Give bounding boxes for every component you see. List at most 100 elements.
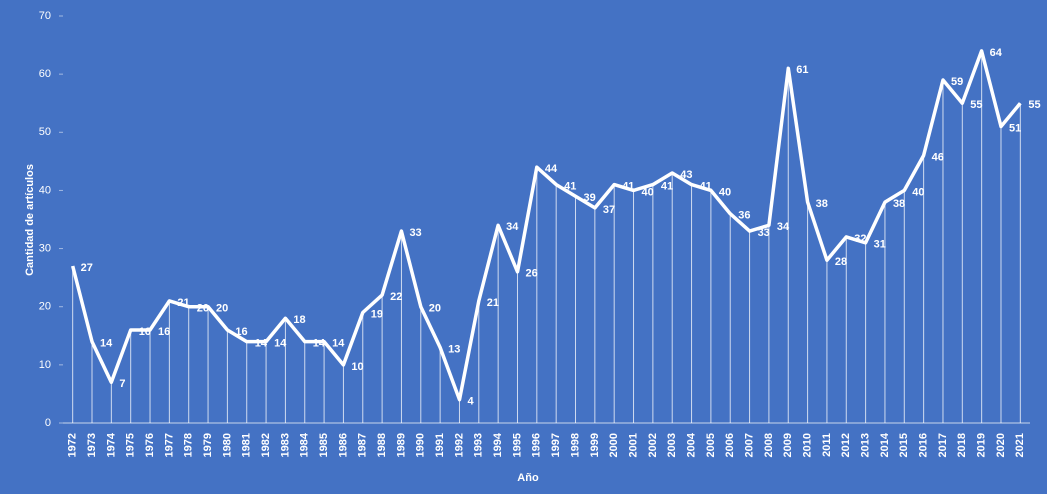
x-tick-label: 1983	[279, 433, 291, 457]
data-label: 7	[119, 378, 125, 390]
x-tick-label: 1974	[105, 432, 117, 457]
data-label: 41	[564, 181, 576, 193]
data-label: 4	[467, 396, 474, 408]
x-tick-label: 1978	[183, 433, 195, 457]
x-tick-label: 1989	[395, 433, 407, 457]
data-label: 55	[970, 99, 982, 111]
x-axis-label: Año	[517, 472, 539, 484]
x-tick-label: 1975	[125, 433, 137, 457]
data-label: 34	[777, 221, 790, 233]
data-label: 16	[158, 326, 170, 338]
x-tick-label: 2019	[976, 433, 988, 457]
data-label: 27	[81, 262, 93, 274]
data-label: 21	[487, 297, 499, 309]
x-tick-label: 2017	[937, 433, 949, 457]
x-tick-label: 1992	[453, 433, 465, 457]
x-tick-label: 1977	[163, 433, 175, 457]
data-label: 43	[680, 169, 692, 181]
x-tick-label: 1993	[473, 433, 485, 457]
data-label: 18	[293, 314, 305, 326]
data-label: 36	[738, 210, 750, 222]
x-tick-label: 1985	[318, 433, 330, 457]
data-label: 40	[912, 186, 924, 198]
x-tick-label: 2000	[608, 433, 620, 457]
y-tick-label: 40	[39, 184, 51, 196]
x-tick-label: 1984	[299, 432, 311, 457]
data-label: 14	[313, 338, 326, 350]
data-label: 31	[874, 239, 886, 251]
x-tick-label: 2012	[840, 433, 852, 457]
x-tick-label: 1987	[357, 433, 369, 457]
x-tick-label: 1991	[434, 433, 446, 457]
x-tick-label: 2008	[763, 433, 775, 457]
y-tick-label: 20	[39, 301, 51, 313]
data-label: 20	[197, 303, 209, 315]
x-tick-label: 1997	[550, 433, 562, 457]
data-label: 64	[990, 47, 1003, 59]
x-tick-label: 1981	[241, 433, 253, 457]
data-label: 19	[371, 308, 383, 320]
x-tick-label: 2011	[821, 433, 833, 457]
y-axis-label: Cantidad de artículos	[24, 164, 36, 276]
x-tick-label: 2015	[898, 433, 910, 457]
data-label: 44	[545, 163, 558, 175]
y-tick-label: 60	[39, 68, 51, 80]
data-label: 16	[139, 326, 151, 338]
y-tick-label: 50	[39, 126, 51, 138]
data-label: 41	[661, 181, 673, 193]
data-label: 14	[100, 338, 113, 350]
x-tick-label: 1973	[86, 433, 98, 457]
data-label: 14	[274, 338, 287, 350]
data-label: 10	[351, 361, 363, 373]
x-tick-label: 1994	[492, 432, 504, 457]
data-label: 39	[584, 192, 596, 204]
data-label: 38	[893, 198, 905, 210]
data-label: 20	[216, 303, 228, 315]
data-label: 16	[235, 326, 247, 338]
data-label: 40	[719, 186, 731, 198]
x-tick-label: 1988	[376, 433, 388, 457]
x-tick-label: 2002	[647, 433, 659, 457]
data-label: 32	[854, 233, 866, 245]
x-tick-label: 2014	[879, 432, 891, 457]
data-label: 41	[622, 181, 634, 193]
data-label: 46	[932, 151, 944, 163]
data-label: 21	[177, 297, 189, 309]
x-tick-label: 1979	[202, 433, 214, 457]
data-label: 13	[448, 343, 460, 355]
line-series	[71, 49, 1022, 402]
x-tick-label: 2016	[918, 433, 930, 457]
data-label: 28	[835, 256, 847, 268]
x-tick-label: 2013	[860, 433, 872, 457]
data-label: 41	[700, 181, 712, 193]
x-tick-label: 1996	[531, 433, 543, 457]
data-label: 14	[255, 338, 268, 350]
x-tick-label: 1980	[221, 433, 233, 457]
data-label: 61	[796, 64, 808, 76]
data-label: 37	[603, 204, 615, 216]
x-tick-label: 1972	[67, 433, 79, 457]
data-label: 38	[816, 198, 828, 210]
data-label: 51	[1009, 122, 1021, 134]
x-tick-label: 1995	[511, 433, 523, 457]
x-tick-label: 2007	[743, 433, 755, 457]
x-tick-label: 2003	[666, 433, 678, 457]
x-tick-label: 2009	[782, 433, 794, 457]
data-label: 33	[409, 227, 421, 239]
data-label: 59	[951, 76, 963, 88]
data-label: 55	[1028, 99, 1040, 111]
data-label: 20	[429, 303, 441, 315]
x-tick-label: 2004	[685, 432, 697, 457]
x-tick-label: 2010	[801, 433, 813, 457]
x-tick-label: 2018	[956, 433, 968, 457]
x-tick-label: 1998	[569, 433, 581, 457]
data-label: 22	[390, 291, 402, 303]
data-label: 33	[758, 227, 770, 239]
x-tick-label: 2005	[705, 433, 717, 457]
x-tick-label: 1999	[589, 433, 601, 457]
x-tick-label: 2021	[1014, 433, 1026, 457]
x-tick-label: 1982	[260, 433, 272, 457]
x-tick-label: 1986	[337, 433, 349, 457]
y-tick-label: 10	[39, 359, 51, 371]
